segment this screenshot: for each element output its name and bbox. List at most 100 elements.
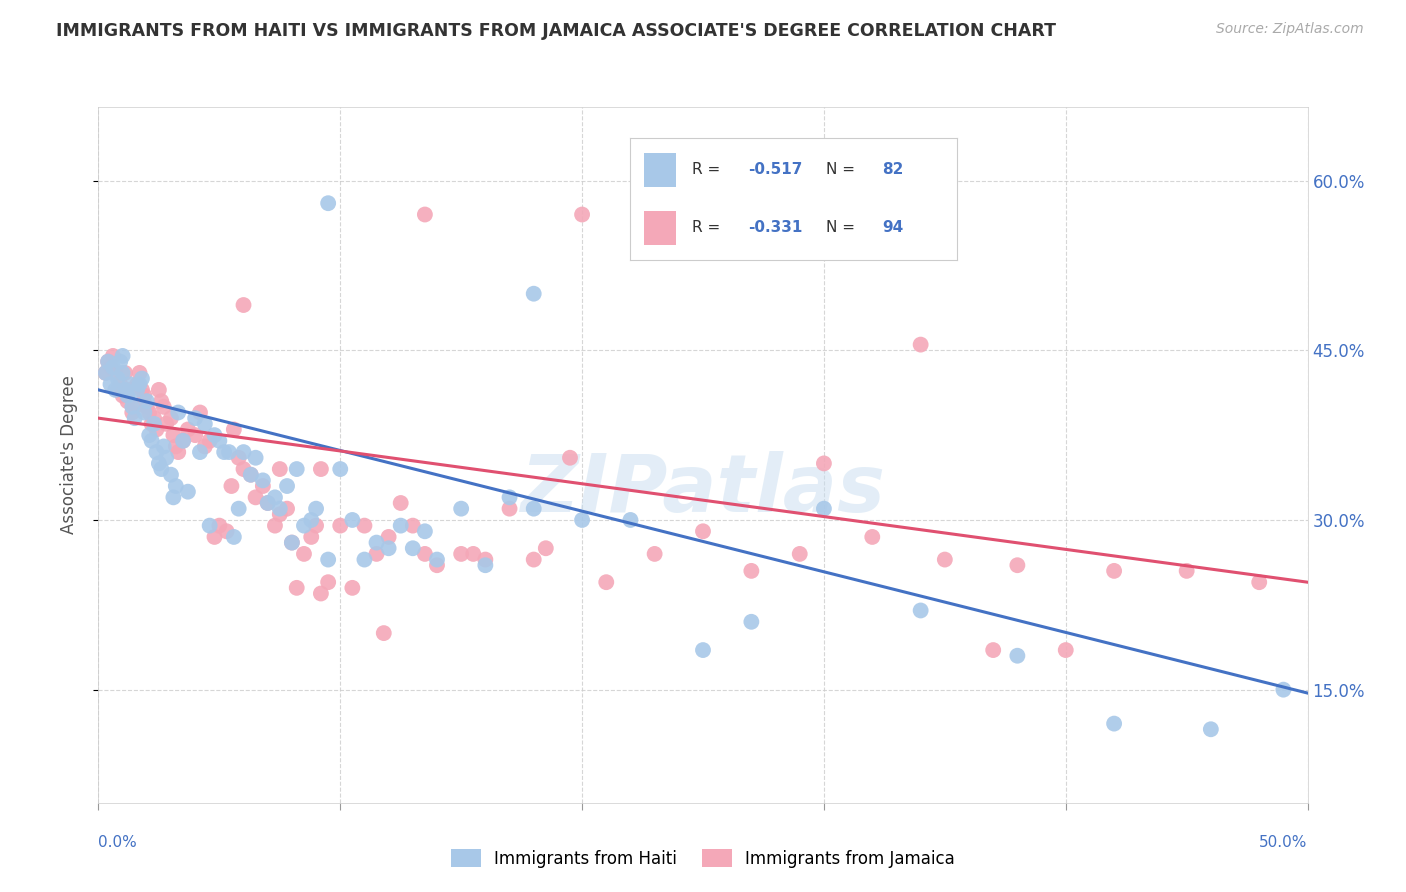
Point [121,400,143,414]
Point [172,434,194,448]
Point [309,586,332,600]
Point [162,428,184,442]
Point [329,462,352,476]
Point [145,422,167,436]
Text: IMMIGRANTS FROM HAITI VS IMMIGRANTS FROM JAMAICA ASSOCIATE'S DEGREE CORRELATION : IMMIGRANTS FROM HAITI VS IMMIGRANTS FROM… [56,22,1056,40]
Point [152,400,174,414]
Point [215,524,238,539]
Point [131,371,153,385]
Point [184,428,207,442]
Point [135,394,157,409]
Point [316,552,339,566]
Point [198,434,221,448]
Point [188,405,211,419]
Point [281,535,304,549]
Point [221,479,243,493]
Point [111,388,134,402]
Point [981,643,1004,657]
Point [165,439,187,453]
Point [143,411,166,425]
Point [571,513,593,527]
Point [118,383,141,397]
Point [292,547,315,561]
Point [104,383,127,397]
Point [127,383,149,397]
Point [413,524,436,539]
Point [114,366,136,380]
Point [177,484,200,499]
Point [342,513,364,527]
Point [474,552,496,566]
Point [239,467,262,482]
Point [108,354,131,368]
Point [117,388,139,402]
Point [571,207,593,221]
Point [150,462,173,476]
Point [150,394,173,409]
Point [252,474,274,488]
Point [135,400,157,414]
Point [285,581,308,595]
Point [198,518,221,533]
Point [1199,723,1222,737]
Point [299,513,322,527]
Point [97,354,120,368]
Point [1272,682,1295,697]
Text: Source: ZipAtlas.com: Source: ZipAtlas.com [1216,22,1364,37]
Point [353,552,375,566]
Point [155,417,177,431]
Point [117,394,139,409]
Point [118,377,141,392]
Point [194,439,217,453]
Point [426,558,449,573]
Point [152,439,174,453]
Point [143,417,166,431]
Point [910,337,932,351]
Point [245,491,267,505]
Point [316,575,339,590]
Point [100,360,122,375]
Point [377,530,399,544]
Text: ZIPatlas: ZIPatlas [520,450,886,529]
Point [342,581,364,595]
Point [498,491,520,505]
Point [177,422,200,436]
Point [692,643,714,657]
Point [1102,716,1125,731]
Point [131,383,153,397]
Point [474,558,496,573]
Point [299,530,322,544]
Point [353,518,375,533]
Point [292,518,315,533]
Point [256,496,278,510]
Point [276,501,298,516]
Point [101,349,124,363]
Point [239,467,262,482]
Point [107,383,129,397]
Point [934,552,956,566]
Point [194,417,217,431]
Point [134,405,156,419]
Point [740,615,762,629]
Point [1175,564,1198,578]
Point [523,552,546,566]
Point [1054,643,1077,657]
Point [232,298,254,312]
Point [188,445,211,459]
Point [172,434,194,448]
Point [389,518,412,533]
Point [184,411,207,425]
Point [167,405,190,419]
Point [208,434,231,448]
Point [108,377,131,392]
Point [208,518,231,533]
Point [252,479,274,493]
Point [101,360,124,375]
Point [111,349,134,363]
Point [450,501,472,516]
Point [377,541,399,556]
Point [402,518,425,533]
Point [114,383,136,397]
Point [813,457,835,471]
Point [373,626,395,640]
